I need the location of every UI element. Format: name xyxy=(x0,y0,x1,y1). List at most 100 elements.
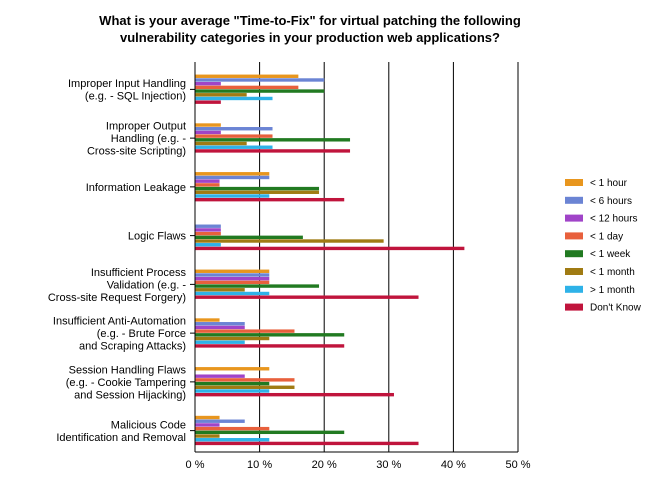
bar xyxy=(195,333,345,337)
chart-title-line-2: vulnerability categories in your product… xyxy=(120,30,500,45)
bar xyxy=(195,186,320,191)
legend-swatch xyxy=(565,179,583,186)
x-tick-label: 40 % xyxy=(441,459,466,471)
bar xyxy=(195,318,220,322)
category-label: Information Leakage xyxy=(86,182,186,194)
legend-label: > 1 month xyxy=(590,285,635,296)
bar xyxy=(195,197,345,202)
bar xyxy=(195,336,270,341)
legend-swatch xyxy=(565,268,583,275)
bar xyxy=(195,89,325,93)
category-label: Insufficient Anti-Automation xyxy=(53,316,186,328)
legend-swatch xyxy=(565,285,583,293)
x-tick-label: 20 % xyxy=(312,459,337,471)
category-label: Validation (e.g. - xyxy=(107,279,187,291)
legend-swatch xyxy=(565,303,583,311)
legend-label: < 6 hours xyxy=(590,196,632,207)
bar xyxy=(195,85,299,90)
bar xyxy=(195,381,270,386)
bar xyxy=(195,367,270,371)
bar xyxy=(195,430,345,435)
bar xyxy=(195,194,270,198)
legend-label: < 12 hours xyxy=(590,214,638,225)
category-label: Session Handling Flaws xyxy=(69,364,187,376)
category-label: (e.g. - SQL Injection) xyxy=(85,91,186,103)
bar xyxy=(195,438,270,442)
bar xyxy=(195,130,221,135)
category-label: Insufficient Process xyxy=(91,267,187,279)
bar xyxy=(195,389,270,393)
bar xyxy=(195,276,270,281)
bar xyxy=(195,441,419,446)
bar xyxy=(195,134,273,138)
category-label: Cross-site Request Forgery) xyxy=(48,292,186,304)
bar xyxy=(195,141,247,146)
bar xyxy=(195,81,221,86)
x-tick-label: 0 % xyxy=(186,459,205,471)
bar xyxy=(195,246,465,251)
category-label: Improper Output xyxy=(106,121,186,133)
bar xyxy=(195,183,220,187)
legend-label: < 1 hour xyxy=(590,178,628,189)
bar xyxy=(195,235,303,240)
bar xyxy=(195,138,351,142)
bar xyxy=(195,127,273,131)
chart-title-line-1: What is your average "Time-to-Fix" for v… xyxy=(99,13,521,28)
x-tick-label: 10 % xyxy=(247,459,272,471)
bar xyxy=(195,179,220,183)
bar xyxy=(195,288,245,292)
category-label: Cross-site Scripting) xyxy=(87,146,186,158)
legend-label: < 1 day xyxy=(590,231,623,242)
bar xyxy=(195,228,221,232)
category-label: Improper Input Handling xyxy=(68,78,186,90)
bar xyxy=(195,284,320,288)
bar xyxy=(195,224,221,228)
legend-swatch xyxy=(565,232,583,240)
bar xyxy=(195,149,351,153)
x-tick-label: 50 % xyxy=(505,459,530,471)
category-label: and Session Hijacking) xyxy=(74,389,186,401)
bar xyxy=(195,419,245,423)
bar xyxy=(195,385,295,389)
bar xyxy=(195,243,221,247)
bar xyxy=(195,329,295,333)
bar xyxy=(195,344,345,348)
bar xyxy=(195,374,245,378)
category-label: Logic Flaws xyxy=(128,231,187,243)
bar xyxy=(195,93,247,97)
bar xyxy=(195,78,325,82)
bar xyxy=(195,190,320,194)
bar xyxy=(195,415,220,420)
legend-label: < 1 month xyxy=(590,267,635,278)
bar xyxy=(195,231,221,236)
bar xyxy=(195,239,384,243)
category-label: (e.g. - Cookie Tampering xyxy=(66,377,186,389)
category-label: Identification and Removal xyxy=(56,432,186,444)
bar xyxy=(195,434,220,438)
bar xyxy=(195,145,273,149)
bar xyxy=(195,175,270,180)
category-label: Handling (e.g. - xyxy=(111,133,187,145)
bar xyxy=(195,96,273,101)
bar xyxy=(195,269,270,273)
legend-label: < 1 week xyxy=(590,249,631,260)
legend-label: Don't Know xyxy=(590,303,642,314)
legend-swatch xyxy=(565,214,583,222)
bar xyxy=(195,295,419,299)
x-tick-label: 30 % xyxy=(376,459,401,471)
legend-swatch xyxy=(565,196,583,204)
bar xyxy=(195,322,245,326)
bar xyxy=(195,291,270,296)
category-label: and Scraping Attacks) xyxy=(79,341,186,353)
bar xyxy=(195,74,299,78)
bar xyxy=(195,325,245,330)
bar xyxy=(195,392,394,397)
bar xyxy=(195,423,220,427)
legend-swatch xyxy=(565,250,583,258)
bar xyxy=(195,378,295,382)
category-label: Malicious Code xyxy=(111,419,186,431)
bar xyxy=(195,280,270,285)
category-label: (e.g. - Brute Force xyxy=(97,328,186,340)
bar xyxy=(195,172,270,176)
